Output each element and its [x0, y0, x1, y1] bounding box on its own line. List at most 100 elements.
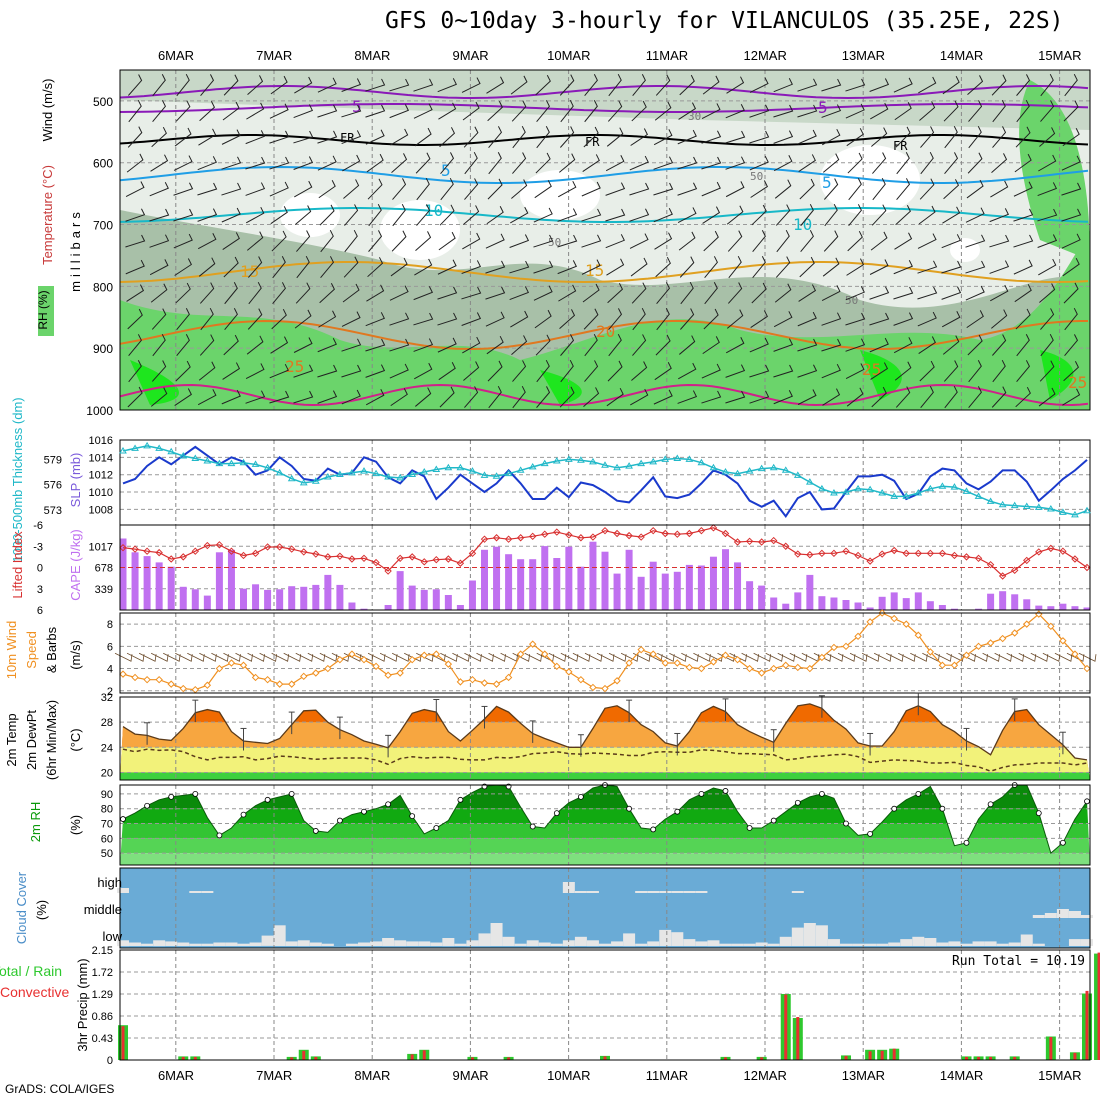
wind-barb: [581, 234, 602, 248]
cloud-low-bar: [574, 936, 587, 946]
wind-barb: [199, 101, 216, 122]
thickness-point: [805, 478, 814, 485]
lifted-index-point: [806, 551, 814, 559]
wind-barb: [653, 182, 674, 196]
wind-barb: [198, 128, 217, 146]
thickness-tick-label: 579: [44, 454, 62, 466]
wind-barb: [869, 78, 890, 92]
wind-barb: [439, 386, 455, 408]
cloud-low-bar: [948, 941, 961, 946]
cape-bar: [1059, 603, 1067, 610]
cloud-low-bar: [960, 943, 973, 946]
wind-barb: [342, 154, 361, 172]
cape-bar: [938, 605, 946, 610]
rh2m-point: [674, 808, 681, 815]
wind10m-point: [143, 675, 151, 684]
lifted-index-point: [360, 554, 368, 562]
wind-barb: [246, 335, 264, 355]
thickness-point: [733, 469, 742, 477]
wind-barb: [389, 312, 410, 326]
wind-barb: [248, 281, 262, 305]
cloud-low-bar: [900, 939, 913, 946]
rh2m-tick-label: 70: [101, 819, 113, 831]
cloud-low-bar: [876, 943, 889, 946]
wind10m-barb: [307, 652, 326, 662]
thickness-point: [830, 489, 838, 496]
date-tick-label-bottom: 10MAR: [547, 1068, 590, 1083]
wind10m-barb: [536, 652, 555, 662]
wind-barb: [1061, 233, 1081, 249]
wind-barb: [413, 286, 434, 301]
wind-barb: [725, 390, 746, 404]
precip-convective-bar: [1073, 1052, 1077, 1060]
cloud-high-bar: [574, 891, 587, 893]
wind-barb: [173, 182, 194, 196]
wind10m-barb: [620, 652, 639, 662]
thickness-point: [1022, 502, 1031, 509]
thickness-point: [179, 452, 188, 459]
cape-bar: [722, 549, 729, 610]
wind-barb: [342, 283, 360, 303]
wind-barb: [224, 308, 238, 331]
wind10m-barb: [657, 652, 675, 662]
wind-barb: [799, 256, 815, 278]
lifted-index-point: [830, 549, 838, 558]
wind-barb: [344, 229, 358, 253]
wind-barb: [367, 257, 384, 278]
wind-barb: [487, 360, 503, 382]
lifted-index-point: [890, 546, 898, 555]
wind-barb: [965, 207, 985, 223]
thickness-point: [456, 463, 465, 471]
rh2m-point: [336, 817, 343, 824]
dry-patch: [950, 238, 980, 262]
wind10m-barb: [753, 652, 772, 662]
cape-bar: [987, 593, 995, 610]
lifted-index-point: [143, 547, 151, 555]
wind-barb: [294, 76, 313, 94]
wind-barb: [895, 386, 911, 408]
thickness-point: [203, 457, 212, 464]
wind-barb: [269, 181, 289, 197]
cloud-low-bar: [707, 940, 720, 947]
wind10m-point: [155, 675, 163, 684]
wind-barb: [797, 311, 817, 327]
wind-barb: [414, 127, 432, 147]
cape-bar: [926, 601, 934, 610]
wind-barb: [1062, 128, 1080, 147]
thickness-point: [420, 468, 429, 475]
wind-barb: [1061, 182, 1082, 196]
lifted-index-point: [1023, 556, 1031, 565]
wind-barb: [749, 104, 770, 118]
wind-barb: [583, 126, 599, 148]
wind-barb: [967, 75, 984, 95]
cloud-low-bar: [996, 943, 1009, 946]
precip-convective-bar: [290, 1057, 294, 1060]
cape-bar: [1023, 599, 1031, 610]
wind-barb: [775, 256, 791, 278]
wind10m-point: [251, 673, 260, 682]
wind-barb: [149, 259, 169, 276]
lifted-index-point: [577, 534, 585, 542]
wind-barb: [365, 338, 386, 352]
wind-barb: [773, 364, 794, 378]
wind-barb: [512, 125, 526, 149]
cloud-low-bar: [213, 942, 226, 946]
wind-barb: [559, 386, 575, 408]
wind-barb: [462, 101, 480, 121]
wind10m-point: [1047, 622, 1055, 631]
rh2m-point: [722, 788, 729, 794]
cloud-middle-bar: [1032, 915, 1045, 918]
wind10m-point: [733, 655, 742, 664]
lifted-index-point: [673, 530, 682, 538]
wind-barb: [894, 232, 913, 250]
cloud-high-bar: [659, 891, 672, 893]
wind-barb: [632, 334, 647, 356]
rh-legend-swatch: [38, 286, 54, 336]
wind10m-barb: [608, 652, 627, 662]
wind-barb: [296, 230, 311, 252]
wind-barb: [845, 312, 866, 326]
cape-bar: [227, 549, 235, 610]
wind-barb: [581, 181, 601, 197]
precip-convective-bar: [603, 1056, 607, 1060]
wind-barb: [989, 260, 1010, 274]
